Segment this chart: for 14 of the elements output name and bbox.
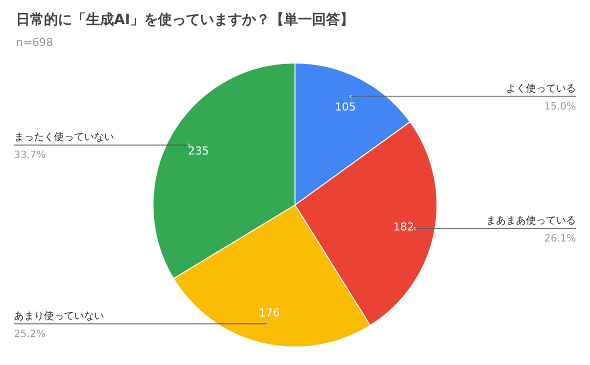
data-label: 235 — [188, 144, 210, 158]
text: 15.0% — [544, 101, 576, 112]
slice-label: あまり使っていない — [14, 310, 104, 322]
data-label: 176 — [258, 306, 280, 320]
text: 26.1% — [544, 233, 576, 244]
chart-subtitle: n=698 — [16, 36, 54, 49]
slice-label: まあまあ使っている — [486, 215, 576, 226]
chart-title: 日常的に「生成AI」を使っていますか？【単一回答】 — [16, 12, 354, 28]
data-label: 182 — [393, 220, 414, 234]
data-label: 105 — [334, 100, 356, 114]
text: 33.7% — [14, 150, 46, 162]
text: 25.2% — [14, 328, 46, 340]
slice-label: まったく使っていない — [14, 132, 114, 144]
slice-label: よく使っている — [506, 83, 576, 94]
